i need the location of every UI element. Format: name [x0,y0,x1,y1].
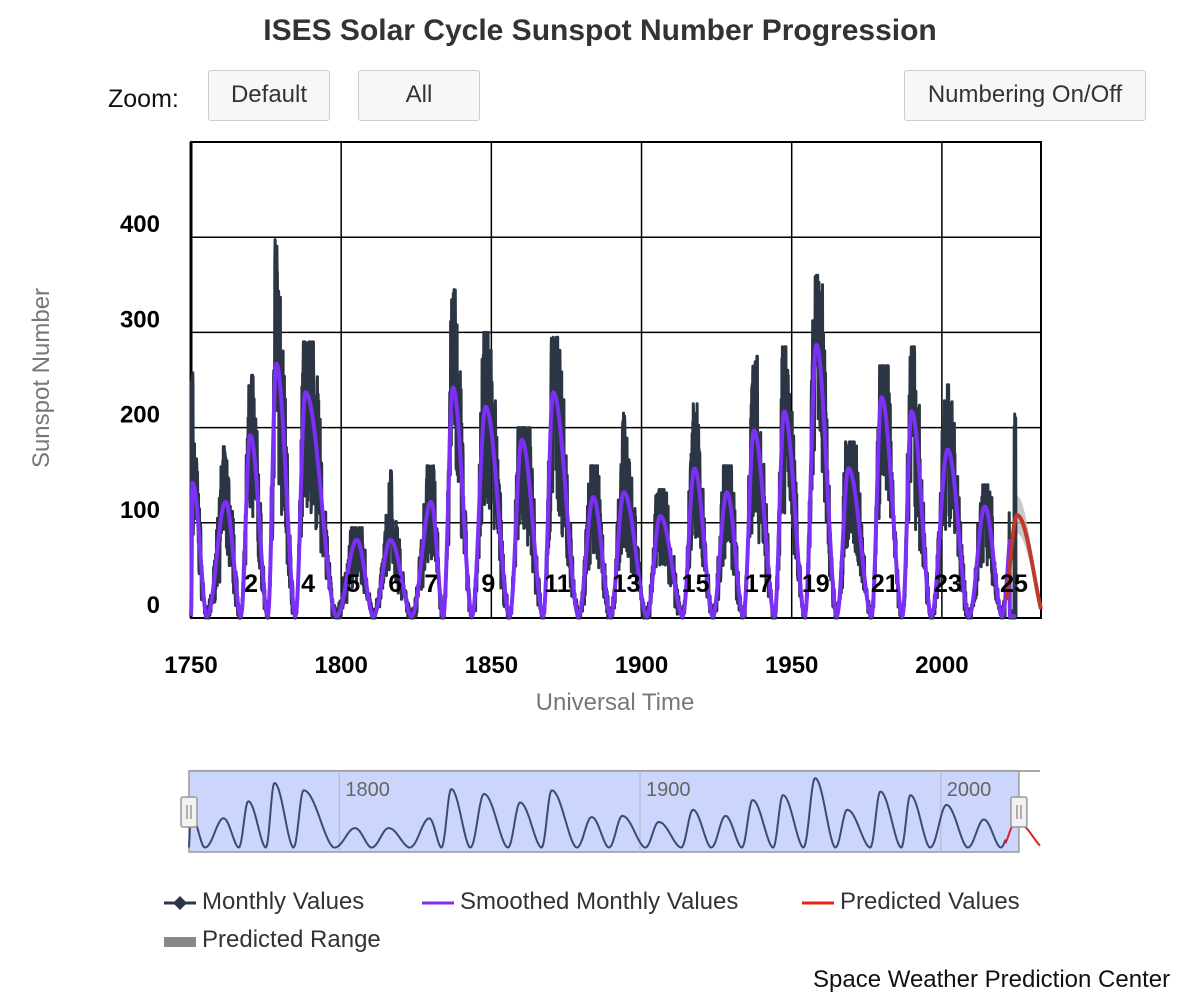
legend-predicted-range[interactable]: Predicted Range [164,926,381,954]
cycle-label: 15 [682,570,710,598]
legend-smoothed[interactable]: Smoothed Monthly Values [422,888,738,916]
cycle-label: 13 [613,570,641,598]
cycle-label: 17 [745,570,773,598]
cycle-label: 2 [244,570,258,598]
y-tick-label: 400 [120,211,160,238]
x-axis-label: Universal Time [535,689,695,716]
cycle-label: 9 [481,570,495,598]
y-tick-label: 200 [120,402,160,429]
legend-smoothed-label: Smoothed Monthly Values [460,888,739,915]
navigator-tick-label: 1900 [646,779,691,801]
y-tick-label: 100 [120,497,160,524]
cycle-label: 23 [934,570,962,598]
legend-monthly-label: Monthly Values [202,888,365,915]
cycle-label: 19 [802,570,830,598]
cycle-label: 7 [424,570,438,598]
chart-grid [189,141,1042,619]
zoom-default-button[interactable]: Default [208,70,330,121]
legend-predicted-range-label: Predicted Range [202,926,381,953]
x-tick-label: 1750 [164,652,217,679]
x-tick-label: 2000 [915,652,968,679]
predicted-series [1004,513,1043,610]
cycle-label: 25 [1000,570,1028,598]
y-tick-label: 0 [147,592,160,619]
zoom-all-button[interactable]: All [358,70,480,121]
y-tick-labels: 0 100 200 300 400 [120,211,160,619]
credit-text: Space Weather Prediction Center [813,966,1171,993]
numbering-toggle-button[interactable]: Numbering On/Off [904,70,1146,121]
smoothed-series [189,342,1018,619]
smoothed-values-line [189,342,1018,619]
y-tick-label: 300 [120,306,160,333]
cycle-label: 6 [388,570,402,598]
cycle-label: 5 [346,570,360,598]
x-tick-label: 1950 [765,652,818,679]
navigator-series-line [188,777,1007,849]
navigator-left-handle[interactable] [180,796,198,828]
monthly-legend-icon [164,895,196,910]
legend-predicted[interactable]: Predicted Values [802,888,1020,916]
chart-title: ISES Solar Cycle Sunspot Number Progress… [263,14,937,47]
predicted-values-line [1004,513,1043,610]
cycle-label: 11 [544,570,571,598]
cycle-labels: 2 4 5 6 7 9 11 13 15 17 19 21 23 25 [244,570,1028,598]
navigator-right-handle[interactable] [1010,796,1028,828]
cycle-label: 4 [301,570,315,598]
navigator-tick-label: 2000 [947,779,992,801]
navigator-tick-label: 1800 [345,779,390,801]
x-tick-label: 1850 [465,652,518,679]
zoom-label: Zoom: [108,85,179,113]
cycle-label: 21 [871,570,899,598]
x-tick-labels: 1750 1800 1850 1900 1950 2000 [164,652,968,679]
legend-predicted-label: Predicted Values [840,888,1020,915]
legend-monthly[interactable]: Monthly Values [164,888,364,916]
smoothed-legend-icon [422,901,454,905]
main-chart[interactable]: 2 4 5 6 7 9 11 13 15 17 19 21 23 25 0 100 200 300 400 175… [0,0,1200,740]
predicted-legend-icon [802,901,834,905]
x-tick-label: 1900 [615,652,668,679]
x-tick-label: 1800 [314,652,367,679]
navigator[interactable]: 1800 1900 2000 [0,0,1200,880]
predicted-range-legend-icon [164,936,196,947]
